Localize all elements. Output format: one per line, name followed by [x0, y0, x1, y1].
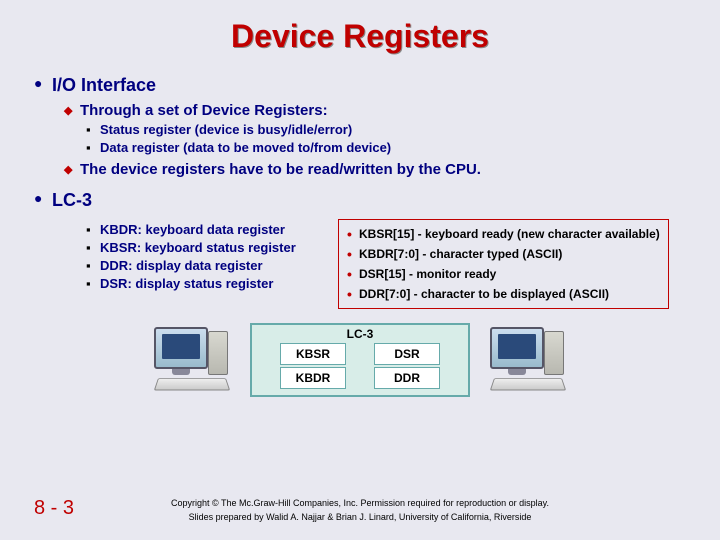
two-column-layout: KBDR: keyboard data register KBSR: keybo…: [34, 219, 686, 309]
right-ddr70: DDR[7:0] - character to be displayed (AS…: [347, 284, 660, 304]
copyright-line1: Copyright © The Mc.Graw-Hill Companies, …: [0, 497, 720, 511]
cell-ddr: DDR: [374, 367, 440, 389]
copyright-line2: Slides prepared by Walid A. Najjar & Bri…: [0, 511, 720, 525]
slide-content: I/O Interface Through a set of Device Re…: [0, 55, 720, 397]
item-data-register: Data register (data to be moved to/from …: [34, 140, 686, 155]
section-lc3: LC-3: [34, 190, 686, 211]
lc3-box-title: LC-3: [260, 327, 460, 341]
left-dsr: DSR: display status register: [34, 276, 334, 291]
copyright-footer: Copyright © The Mc.Graw-Hill Companies, …: [0, 497, 720, 524]
left-column: KBDR: keyboard data register KBSR: keybo…: [34, 219, 334, 309]
cell-dsr: DSR: [374, 343, 440, 365]
item-status-register: Status register (device is busy/idle/err…: [34, 122, 686, 137]
right-kbsr15: KBSR[15] - keyboard ready (new character…: [347, 224, 660, 244]
left-kbsr: KBSR: keyboard status register: [34, 240, 334, 255]
sub-through-registers: Through a set of Device Registers:: [34, 102, 686, 119]
lc3-box: LC-3 KBSR DSR KBDR DDR: [250, 323, 470, 397]
left-ddr: DDR: display data register: [34, 258, 334, 273]
computer-right-icon: [484, 327, 572, 393]
section-io-interface: I/O Interface: [34, 75, 686, 96]
computer-left-icon: [148, 327, 236, 393]
slide-title: Device Registers: [0, 0, 720, 55]
cell-kbsr: KBSR: [280, 343, 346, 365]
cell-kbdr: KBDR: [280, 367, 346, 389]
lc3-diagram: LC-3 KBSR DSR KBDR DDR: [34, 323, 686, 397]
sub-read-written-cpu: The device registers have to be read/wri…: [34, 161, 686, 178]
left-kbdr: KBDR: keyboard data register: [34, 222, 334, 237]
right-dsr15: DSR[15] - monitor ready: [347, 264, 660, 284]
right-kbdr70: KBDR[7:0] - character typed (ASCII): [347, 244, 660, 264]
right-column-box: KBSR[15] - keyboard ready (new character…: [338, 219, 669, 309]
